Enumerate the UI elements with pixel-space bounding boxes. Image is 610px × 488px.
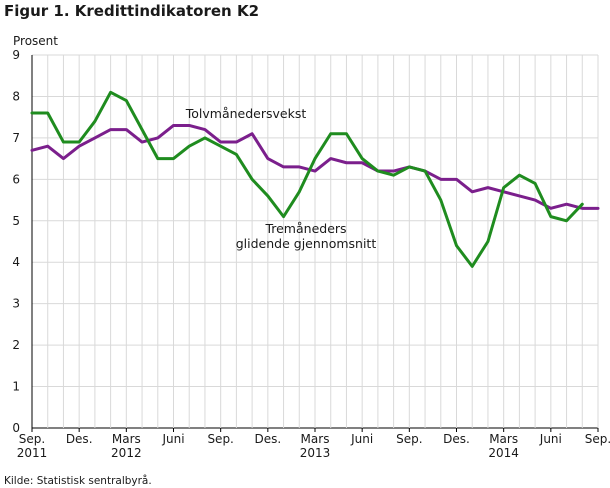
x-tick-label: Juni: [539, 432, 562, 446]
chart-title: Figur 1. Kredittindikatoren K2: [4, 2, 259, 20]
source-note: Kilde: Statistisk sentralbyrå.: [4, 474, 152, 487]
y-tick-label: 6: [12, 172, 20, 186]
x-tick-label: Juni: [350, 432, 373, 446]
x-tick-label: Mars: [301, 432, 330, 446]
x-tick-label: Sep.: [19, 432, 45, 446]
x-tick-year-label: 2011: [17, 446, 48, 460]
series-lines: [30, 90, 600, 268]
x-tick-label: Juni: [161, 432, 184, 446]
y-tick-label: 7: [12, 131, 20, 145]
y-axis-unit-label: Prosent: [13, 34, 58, 48]
x-tick-label: Sep.: [585, 432, 610, 446]
x-tick-label: Des.: [254, 432, 281, 446]
x-tick-year-label: 2014: [488, 446, 519, 460]
y-tick-label: 0: [12, 421, 20, 435]
y-tick-label: 5: [12, 214, 20, 228]
annotation-tremaneders-line1: Tremåneders: [264, 221, 346, 236]
x-tick-label: Des.: [443, 432, 470, 446]
y-tick-label: 8: [12, 89, 20, 103]
x-tick-year-label: 2012: [111, 446, 142, 460]
x-tick-label: Des.: [66, 432, 93, 446]
x-tick-year-label: 2013: [300, 446, 331, 460]
y-tick-label: 1: [12, 380, 20, 394]
x-tick-label: Mars: [112, 432, 141, 446]
y-tick-label: 9: [12, 48, 20, 62]
series-line-tremaneders-glidende: [30, 90, 584, 268]
annotation-tolvmanedersvekst: Tolvmånedersvekst: [185, 106, 307, 121]
y-tick-label: 3: [12, 297, 20, 311]
annotation-tremaneders-line2: glidende gjennomsnitt: [236, 236, 377, 251]
grid: [31, 54, 599, 429]
x-tick-label: Mars: [489, 432, 518, 446]
x-tick-label: Sep.: [207, 432, 233, 446]
y-axis-ticks: 0 1 2 3 4 5 6 7 8 9: [12, 48, 20, 435]
y-tick-label: 4: [12, 255, 20, 269]
y-tick-label: 2: [12, 338, 20, 352]
x-tick-label: Sep.: [396, 432, 422, 446]
